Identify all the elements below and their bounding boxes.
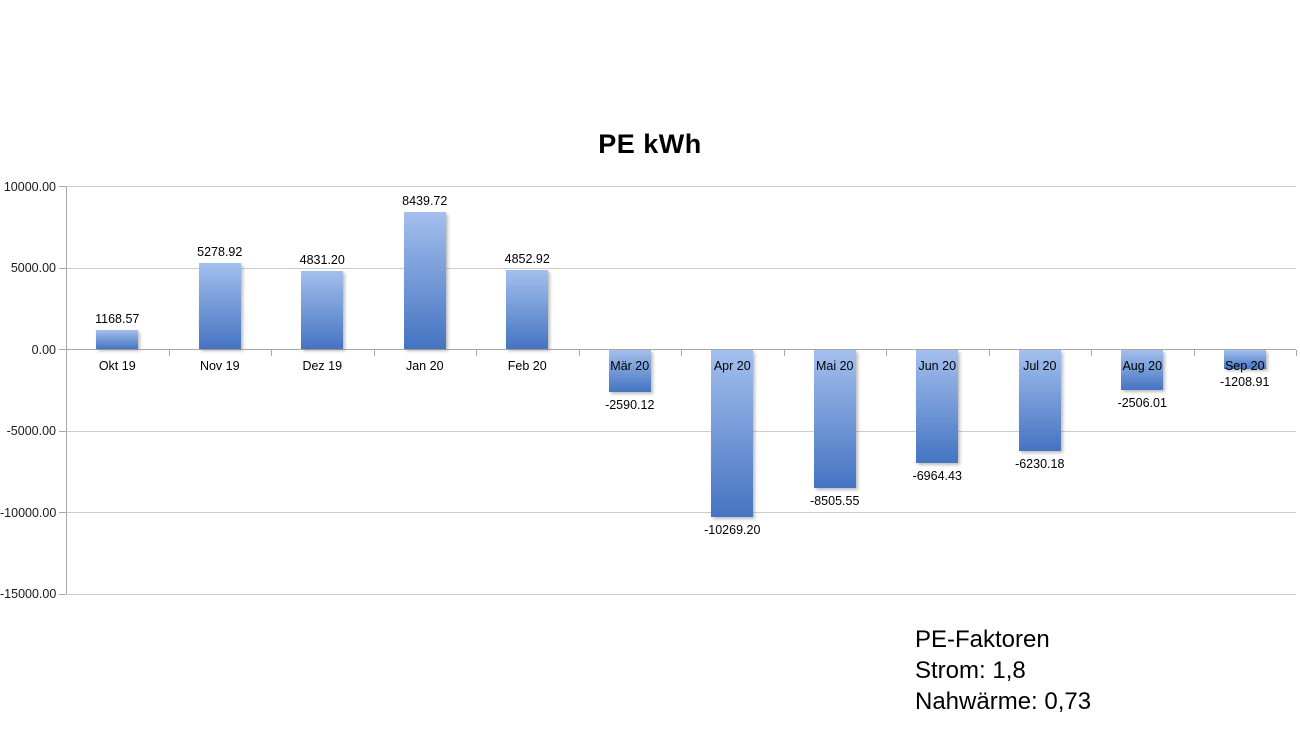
- bar-dez-19: [301, 270, 344, 350]
- category-label: Okt 19: [98, 358, 136, 373]
- category-label: Dez 19: [302, 358, 343, 373]
- bar-value-label: -2506.01: [1117, 396, 1167, 411]
- y-axis-tick-label: 5000.00: [10, 261, 56, 275]
- bar-aug-20: [1121, 349, 1164, 391]
- bar-value-label: -10269.20: [704, 522, 761, 537]
- gridline: [66, 186, 1296, 187]
- bar-value-label: 8439.72: [402, 193, 448, 208]
- bar-apr-20: [711, 349, 754, 517]
- x-axis-tick: [168, 349, 170, 356]
- y-axis-tick: [59, 593, 66, 595]
- y-axis-line: [66, 186, 67, 594]
- annotation-line-strom: Strom: 1,8: [915, 657, 1026, 684]
- y-axis-tick-label: -5000.00: [6, 424, 56, 438]
- y-axis-tick: [59, 186, 66, 187]
- y-axis-tick-label: 0.00: [31, 342, 56, 357]
- category-label: Jan 20: [405, 358, 444, 373]
- bar-value-label: -6230.18: [1015, 457, 1065, 472]
- bar-value-label: 1168.57: [95, 312, 140, 327]
- bar-value-label: -1208.91: [1220, 375, 1270, 390]
- category-label: Aug 20: [1122, 358, 1163, 373]
- x-axis-tick: [1193, 349, 1195, 356]
- x-axis-tick: [476, 349, 477, 356]
- x-axis-tick: [66, 349, 67, 356]
- x-axis-tick: [1296, 349, 1297, 356]
- x-axis-tick: [1091, 349, 1092, 356]
- y-axis-tick: [59, 349, 66, 350]
- category-label: Jun 20: [918, 358, 957, 373]
- x-axis-tick: [578, 349, 580, 356]
- gridline: [66, 593, 1296, 595]
- bar-value-label: -2590.12: [605, 397, 655, 412]
- bar-value-label: -6964.43: [912, 469, 962, 484]
- category-label: Apr 20: [713, 358, 751, 373]
- bar-mär-20: [608, 349, 651, 392]
- bar-jan-20: [403, 211, 446, 350]
- bar-mai-20: [813, 349, 856, 489]
- bar-sep-20: [1223, 349, 1266, 370]
- y-axis-tick: [59, 512, 66, 513]
- bar-value-label: 5278.92: [197, 245, 243, 260]
- bar-nov-19: [198, 263, 241, 350]
- x-axis-tick: [271, 349, 272, 356]
- bar-jul-20: [1018, 349, 1061, 452]
- bar-value-label: 4831.20: [299, 252, 345, 267]
- bar-value-label: -8505.55: [810, 494, 860, 509]
- x-axis-tick: [783, 349, 785, 356]
- x-axis-tick: [373, 349, 375, 356]
- gridline: [66, 512, 1296, 513]
- x-axis-tick: [886, 349, 887, 356]
- bar-value-label: 4852.92: [504, 252, 550, 267]
- x-axis-tick: [681, 349, 682, 356]
- y-axis-tick-label: -10000.00: [0, 505, 57, 520]
- y-axis-tick-label: 10000.00: [3, 179, 56, 194]
- category-label: Feb 20: [507, 358, 547, 373]
- bar-okt-19: [96, 330, 139, 350]
- gridline: [66, 430, 1296, 432]
- category-label: Nov 19: [199, 358, 240, 373]
- x-axis-tick: [988, 349, 990, 356]
- category-label: Sep 20: [1224, 358, 1265, 373]
- gridline: [66, 267, 1296, 269]
- bar-jun-20: [916, 349, 959, 464]
- annotation-line-title: PE-Faktoren: [915, 626, 1050, 653]
- y-axis-tick: [59, 267, 66, 269]
- y-axis-tick: [59, 430, 66, 432]
- category-label: Mai 20: [815, 358, 854, 373]
- chart-title: PE kWh: [598, 129, 702, 159]
- category-label: Mär 20: [610, 358, 650, 373]
- bar-feb-20: [506, 270, 549, 350]
- annotation-line-nahwaerme: Nahwärme: 0,73: [915, 688, 1092, 715]
- pe-faktoren-annotation: PE-Faktoren Strom: 1,8 Nahwärme: 0,73: [915, 624, 1091, 717]
- category-label: Jul 20: [1023, 358, 1057, 373]
- y-axis-tick-label: -15000.00: [0, 587, 57, 601]
